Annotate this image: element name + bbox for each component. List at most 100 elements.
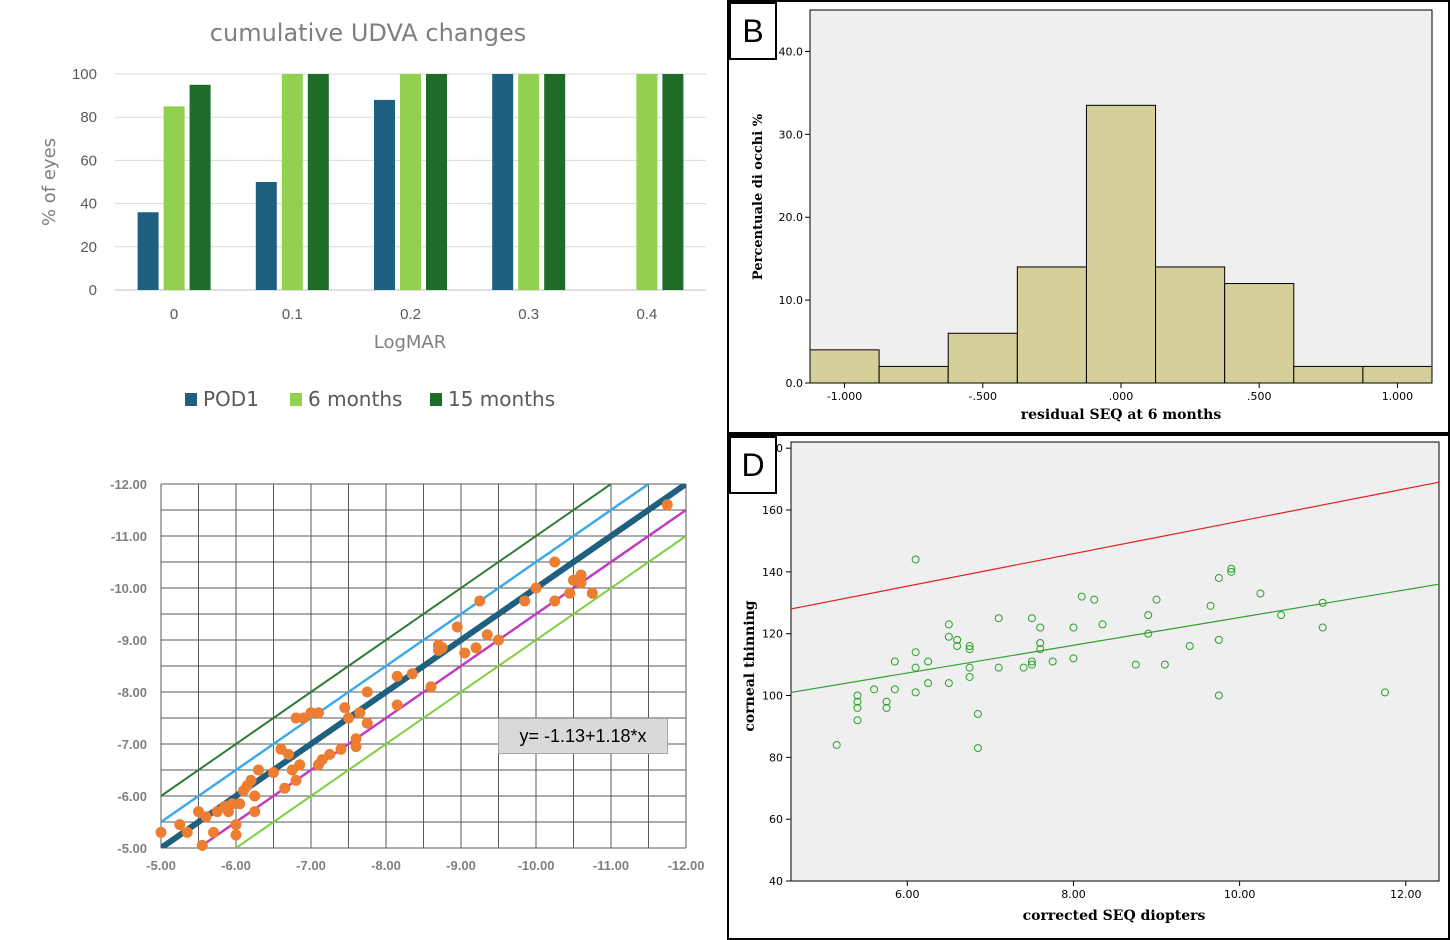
data-point [181,826,193,838]
seq-scatter-chart: -5.00 -6.00 -7.00 -8.00 -9.00 -10.00 -11.00 -12… [110,477,705,873]
data-point [425,681,437,693]
bar-pod1 [255,182,277,290]
x-tick-label: 8.00 [1061,888,1086,901]
data-point [1027,657,1036,666]
data-point [361,686,373,698]
bar-6-months [518,74,540,290]
y-tick-label: 10.0 [779,294,804,307]
x-tick-label: -1.000 [827,390,862,403]
data-point [1277,611,1286,620]
y-tick-label: 80 [769,751,783,764]
residual-seq-histogram: 0.0 10.0 20.0 30.0 40.0 -1.000 -.500 .000 .500 1.… [751,9,1433,423]
data-point [911,555,920,564]
bar-6-months [163,106,185,291]
histogram-bar [947,332,1018,384]
legend-swatch [290,393,302,406]
data-point [853,697,862,706]
data-point [924,679,933,688]
y-tick-label: 0 [89,282,97,299]
data-point [361,717,373,729]
bar-15-months [307,74,329,290]
y-axis-label: % of eyes [39,138,60,226]
histogram-bar [1085,104,1157,384]
x-tick-label: .500 [1247,390,1272,403]
panel-letter-d: D [729,436,777,494]
data-point [1036,645,1045,654]
x-axis-label: residual SEQ at 6 months [1021,407,1222,423]
data-point [911,648,920,657]
chart-title: cumulative UDVA changes [210,19,526,47]
legend-entry: 6 months [308,387,402,411]
bar-pod1 [492,74,514,290]
data-point [230,829,242,841]
x-tick-label: 6.00 [895,888,920,901]
data-point [1019,663,1028,672]
data-point [1048,657,1057,666]
x-tick-label: -8.00 [371,858,401,873]
y-tick-label: 140 [762,566,783,579]
data-point [313,707,324,719]
panel-a-udva-chart: cumulative UDVA changes 0 20 40 60 80 100 0 0.1 0… [0,0,726,434]
histogram-bar [1293,365,1364,384]
data-point [853,716,862,725]
y-tick-label: 60 [80,152,97,169]
data-point [870,685,879,694]
x-tick-label: .000 [1109,390,1134,403]
x-tick-label: 12.00 [1390,888,1422,901]
x-tick-label: -12.00 [668,858,705,873]
legend-swatch [185,393,197,406]
y-tick-label: -7.00 [117,737,147,752]
data-point [973,744,982,753]
data-point [965,642,974,651]
data-point [575,569,587,581]
data-point [339,702,351,714]
line-light-green-lower [235,535,686,848]
y-tick-label: 60 [769,813,783,826]
x-tick-label: 1.000 [1382,390,1414,403]
x-axis-label: corrected SEQ diopters [1023,908,1206,924]
x-tick-label: -.500 [969,390,997,403]
bar-15-months [544,74,566,290]
data-point [249,806,261,818]
regression-equation-box: y= -1.13+1.18*x [498,718,668,754]
y-tick-label: 20.0 [779,211,804,224]
data-point [1144,629,1153,638]
x-axis-label: LogMAR [374,332,447,353]
data-point [493,634,504,646]
data-point [1069,623,1078,632]
y-axis-label: corneal thinning [742,600,758,731]
data-point [290,774,302,786]
data-point [953,642,962,651]
data-point [890,685,899,694]
udva-bar-chart: cumulative UDVA changes 0 20 40 60 80 100 0 0.1 0… [39,19,706,411]
histogram-bar [1224,283,1295,384]
y-tick-label: 40 [80,196,97,213]
bar-15-months [426,74,447,290]
data-point [965,663,974,672]
data-point [973,710,982,719]
histogram-bar [1016,266,1087,384]
data-point [1318,623,1327,632]
data-point [1206,601,1215,610]
data-point [391,670,403,682]
y-axis-label: Percentuale di occhi % [751,113,766,280]
data-point [832,740,841,749]
y-tick-label: 80 [80,109,97,126]
y-tick-label: -11.00 [111,529,147,544]
x-tick-label: -9.00 [446,858,476,873]
x-tick-label: -10.00 [518,858,555,873]
x-tick-label: 0.2 [400,306,421,323]
legend-entry: POD1 [203,387,259,411]
y-tick-label: 160 [762,504,783,517]
data-point [1027,614,1036,623]
histogram-bar [878,365,949,384]
data-point [283,748,294,760]
x-tick-label: -6.00 [221,858,251,873]
data-point [564,587,576,599]
data-point [965,645,974,654]
data-point [661,499,673,511]
data-point [268,767,279,779]
data-point [436,642,448,654]
data-point [944,679,953,688]
x-tick-label: -11.00 [593,858,629,873]
